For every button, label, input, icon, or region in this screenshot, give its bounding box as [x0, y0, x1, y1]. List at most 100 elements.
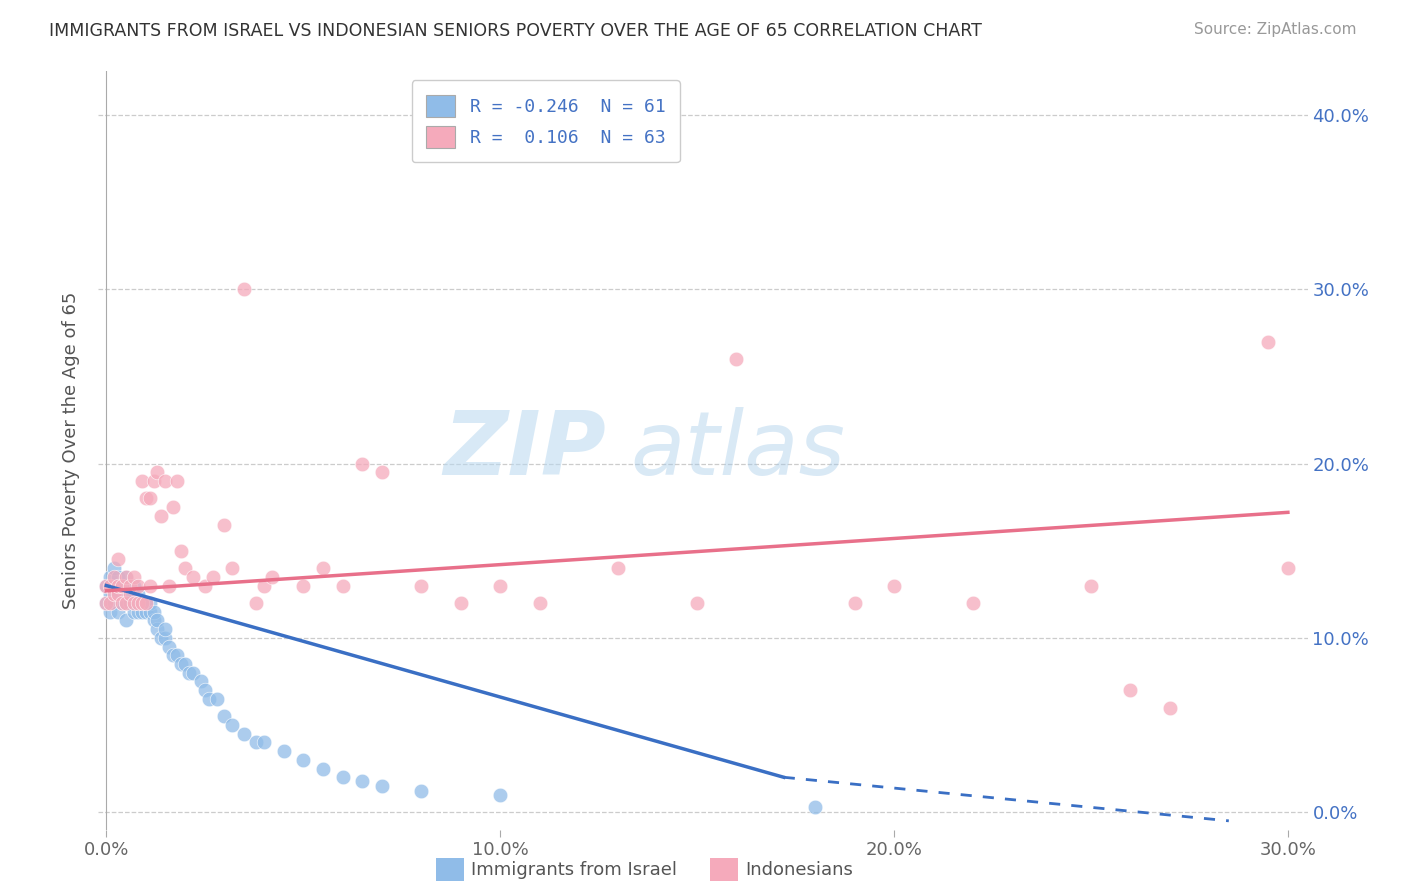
Point	[157, 640, 180, 654]
Point	[122, 570, 145, 584]
Point	[150, 631, 173, 645]
Point	[115, 614, 138, 628]
Point	[103, 561, 125, 575]
Point	[253, 735, 276, 749]
Point	[371, 465, 394, 479]
Point	[127, 605, 149, 619]
Point	[135, 596, 157, 610]
Point	[352, 457, 374, 471]
Point	[1080, 578, 1102, 592]
Point	[214, 517, 236, 532]
Point	[174, 657, 197, 671]
Point	[260, 570, 283, 584]
Point	[214, 709, 236, 723]
Point	[118, 587, 141, 601]
Text: Source: ZipAtlas.com: Source: ZipAtlas.com	[1194, 22, 1357, 37]
Point	[111, 578, 134, 592]
Point	[107, 587, 129, 601]
Point	[142, 474, 165, 488]
Point	[190, 674, 212, 689]
Point	[98, 605, 121, 619]
Point	[155, 622, 177, 636]
Point	[1159, 700, 1181, 714]
Point	[96, 596, 118, 610]
Point	[98, 578, 121, 592]
Point	[1277, 561, 1299, 575]
Point	[131, 596, 153, 610]
Point	[111, 596, 134, 610]
Point	[107, 587, 129, 601]
Point	[127, 578, 149, 592]
Point	[122, 578, 145, 592]
Point	[135, 491, 157, 506]
Point	[332, 578, 354, 592]
Point	[177, 665, 200, 680]
Point	[127, 596, 149, 610]
Point	[166, 474, 188, 488]
Point	[233, 282, 256, 296]
Point	[1257, 334, 1279, 349]
Point	[107, 552, 129, 566]
Point	[221, 561, 243, 575]
Point	[245, 735, 267, 749]
Point	[98, 596, 121, 610]
Point	[489, 578, 512, 592]
Point	[111, 596, 134, 610]
Text: IMMIGRANTS FROM ISRAEL VS INDONESIAN SENIORS POVERTY OVER THE AGE OF 65 CORRELAT: IMMIGRANTS FROM ISRAEL VS INDONESIAN SEN…	[49, 22, 981, 40]
Point	[155, 631, 177, 645]
Point	[157, 578, 180, 592]
Point	[122, 596, 145, 610]
Point	[529, 596, 551, 610]
Point	[138, 491, 160, 506]
Point	[233, 727, 256, 741]
Point	[181, 570, 204, 584]
Point	[135, 605, 157, 619]
Point	[332, 770, 354, 784]
Point	[166, 648, 188, 663]
Point	[725, 351, 748, 366]
Point	[115, 596, 138, 610]
Point	[273, 744, 295, 758]
Text: atlas: atlas	[630, 408, 845, 493]
Point	[194, 578, 217, 592]
Point	[138, 605, 160, 619]
Point	[96, 596, 118, 610]
Point	[804, 800, 827, 814]
Point	[131, 596, 153, 610]
Text: ZIP: ZIP	[443, 407, 606, 494]
Point	[98, 570, 121, 584]
Point	[146, 622, 169, 636]
Point	[201, 570, 224, 584]
Point	[138, 596, 160, 610]
Point	[142, 605, 165, 619]
Point	[607, 561, 630, 575]
Point	[450, 596, 472, 610]
Point	[174, 561, 197, 575]
Point	[883, 578, 905, 592]
Point	[150, 508, 173, 523]
Point	[1119, 683, 1142, 698]
Y-axis label: Seniors Poverty Over the Age of 65: Seniors Poverty Over the Age of 65	[62, 292, 80, 609]
Point	[118, 587, 141, 601]
Point	[142, 614, 165, 628]
Point	[122, 605, 145, 619]
Point	[312, 762, 335, 776]
Point	[686, 596, 709, 610]
Point	[170, 543, 193, 558]
Point	[162, 500, 184, 515]
Point	[107, 570, 129, 584]
Point	[103, 587, 125, 601]
Point	[103, 570, 125, 584]
Point	[352, 773, 374, 788]
Point	[170, 657, 193, 671]
Point	[371, 779, 394, 793]
Point	[96, 578, 118, 592]
Point	[115, 596, 138, 610]
Point	[107, 605, 129, 619]
Point	[194, 683, 217, 698]
Point	[103, 596, 125, 610]
Point	[115, 570, 138, 584]
Point	[96, 578, 118, 592]
Point	[411, 784, 433, 798]
Point	[292, 578, 315, 592]
